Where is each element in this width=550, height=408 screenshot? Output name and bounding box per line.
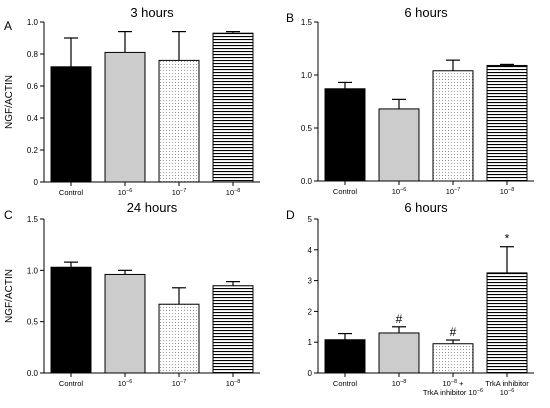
- x-tick-label: 10−8: [392, 379, 407, 388]
- y-tick-label: 1.5: [301, 18, 313, 27]
- panel-C: C 24 hours NGF/ACTIN 0.0 0.5 1.0 1.5 Control 10−…: [4, 200, 260, 388]
- x-tick-label: TrkA inhibitor: [485, 379, 529, 388]
- x-tick-label: Control: [333, 187, 358, 196]
- x-tick-label: 10−6: [392, 187, 407, 196]
- bar: [324, 88, 366, 182]
- panel-title: 24 hours: [127, 200, 178, 215]
- panel-letter: C: [4, 208, 13, 222]
- y-tick-label: 1.0: [301, 71, 313, 80]
- y-tick-label: 0.8: [27, 50, 39, 59]
- y-tick-label: 0.0: [301, 177, 313, 186]
- panel-B: B 6 hours 0.0 0.5 1.0 1.5 Control 10−6 10−7 10−8: [286, 5, 534, 196]
- x-tick-label: 10−8 +: [442, 379, 464, 388]
- x-tick-label-line2: TrkA inhibitor 10−6: [423, 388, 483, 397]
- y-tick-label: 0: [34, 178, 39, 187]
- y-tick-label: 5: [308, 215, 313, 224]
- x-tick-label: Control: [59, 188, 84, 197]
- panel-A: A 3 hours NGF/ACTIN 0 0.2 0.4 0.6 0.8 1.0 Control…: [4, 5, 260, 197]
- bar: [50, 266, 92, 374]
- x-tick-label: 10−8: [226, 379, 241, 388]
- x-tick-label-line2: 10−6: [500, 388, 515, 397]
- x-tick-label: 10−7: [172, 188, 187, 197]
- x-tick-label: 10−8: [226, 188, 241, 197]
- bar: [432, 70, 474, 182]
- bar: [486, 272, 528, 374]
- x-tick-label: 10−7: [446, 187, 461, 196]
- significance-mark: #: [396, 312, 403, 326]
- bar: [158, 59, 200, 183]
- y-tick-label: 0.4: [27, 114, 39, 123]
- bar: [50, 66, 92, 183]
- bar: [486, 64, 528, 182]
- significance-mark: #: [450, 325, 457, 339]
- y-tick-label: 2: [308, 307, 313, 316]
- bar: [378, 108, 420, 182]
- x-tick-label: 10−6: [118, 379, 133, 388]
- x-tick-label: Control: [333, 379, 358, 388]
- x-tick-label: 10−8: [500, 187, 515, 196]
- y-tick-label: 0.5: [301, 124, 313, 133]
- y-tick-label: 0.0: [27, 369, 39, 378]
- y-tick-label: 1: [308, 338, 313, 347]
- panel-title: 6 hours: [404, 5, 448, 20]
- panel-title: 3 hours: [130, 5, 174, 20]
- bar: [378, 332, 420, 374]
- y-tick-label: 3: [308, 277, 313, 286]
- bar: [212, 32, 254, 183]
- bar: [324, 339, 366, 374]
- y-tick-label: 4: [308, 246, 313, 255]
- y-tick-label: 1.0: [27, 266, 39, 275]
- panel-letter: A: [4, 19, 12, 33]
- panel-letter: D: [286, 208, 295, 222]
- panel-letter: B: [286, 11, 294, 25]
- y-tick-label: 0: [308, 369, 313, 378]
- bar: [432, 343, 474, 374]
- y-axis-label: NGF/ACTIN: [4, 75, 15, 129]
- bar: [104, 273, 146, 374]
- x-tick-label: 10−6: [118, 188, 133, 197]
- y-axis-label: NGF/ACTIN: [4, 269, 15, 323]
- y-tick-label: 0.6: [27, 82, 39, 91]
- y-tick-label: 1.5: [27, 215, 39, 224]
- bar: [212, 285, 254, 374]
- significance-mark: *: [505, 232, 510, 246]
- panel-title: 6 hours: [404, 200, 448, 215]
- y-tick-label: 0.5: [27, 318, 39, 327]
- x-tick-label: Control: [59, 379, 84, 388]
- y-tick-label: 1.0: [27, 18, 39, 27]
- bar: [104, 51, 146, 183]
- x-tick-label: 10−7: [172, 379, 187, 388]
- y-tick-label: 0.2: [27, 146, 39, 155]
- bar: [158, 303, 200, 374]
